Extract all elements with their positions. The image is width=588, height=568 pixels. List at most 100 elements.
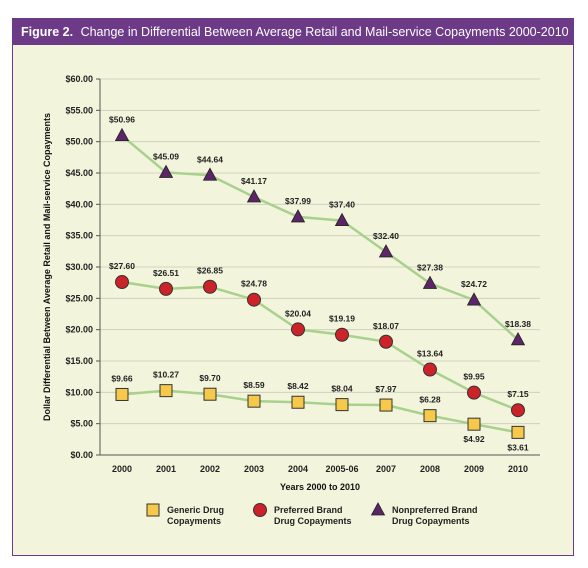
y-tick-label: $10.00 — [65, 387, 93, 397]
legend-label-preferred: Drug Copayments — [274, 516, 352, 526]
nonpreferred-point — [378, 244, 394, 258]
preferred-data-label: $26.85 — [197, 266, 223, 276]
figure-label: Figure 2. — [21, 25, 74, 39]
y-tick-label: $60.00 — [65, 74, 93, 84]
preferred-point — [115, 275, 129, 290]
nonpreferred-data-label: $41.17 — [241, 176, 267, 186]
generic-data-label: $3.61 — [507, 442, 529, 452]
generic-point — [291, 395, 305, 409]
generic-data-label: $4.92 — [463, 434, 485, 444]
figure-banner: Figure 2. Change in Differential Between… — [13, 19, 573, 45]
nonpreferred-data-label: $50.96 — [109, 115, 135, 125]
generic-point — [115, 387, 129, 401]
nonpreferred-data-label: $24.72 — [461, 279, 487, 289]
x-axis-title: Years 2000 to 2010 — [280, 482, 360, 492]
legend-marker-generic — [146, 503, 160, 517]
legend-label-nonpreferred: Nonpreferred Brand — [392, 505, 478, 515]
preferred-point — [511, 403, 525, 418]
generic-point — [335, 398, 349, 412]
nonpreferred-data-label: $32.40 — [373, 231, 399, 241]
generic-data-label: $8.04 — [331, 384, 353, 394]
preferred-point — [159, 281, 173, 296]
preferred-point — [423, 362, 437, 377]
nonpreferred-data-label: $27.38 — [417, 262, 443, 272]
generic-data-label: $8.42 — [287, 381, 309, 391]
legend-label-generic: Copayments — [167, 516, 221, 526]
nonpreferred-data-label: $45.09 — [153, 151, 179, 161]
y-tick-label: $50.00 — [65, 137, 93, 147]
y-tick-label: $20.00 — [65, 325, 93, 335]
x-tick-label: 2000 — [112, 464, 132, 474]
nonpreferred-point — [422, 275, 438, 289]
y-tick-label: $45.00 — [65, 168, 93, 178]
y-tick-label: $15.00 — [65, 356, 93, 366]
y-tick-label: $0.00 — [70, 450, 93, 460]
x-tick-label: 2002 — [200, 464, 220, 474]
preferred-data-label: $9.95 — [463, 372, 485, 382]
generic-point — [203, 387, 217, 401]
figure-title: Change in Differential Between Average R… — [80, 25, 569, 39]
preferred-data-label: $26.51 — [153, 268, 179, 278]
y-tick-label: $30.00 — [65, 262, 93, 272]
legend-marker-nonpreferred — [370, 502, 386, 516]
generic-point — [467, 417, 481, 431]
preferred-point — [467, 385, 481, 400]
nonpreferred-point — [246, 189, 262, 203]
y-axis-title: Dollar Differential Between Average Reta… — [42, 113, 52, 421]
x-tick-label: 2005-06 — [325, 464, 358, 474]
preferred-data-label: $24.78 — [241, 279, 267, 289]
series-line-preferred — [121, 280, 519, 412]
figure-panel: Figure 2. Change in Differential Between… — [12, 18, 574, 556]
preferred-point — [379, 334, 393, 349]
preferred-point — [203, 279, 217, 294]
y-tick-label: $55.00 — [65, 105, 93, 115]
y-tick-label: $5.00 — [70, 419, 93, 429]
generic-data-label: $10.27 — [153, 370, 179, 380]
x-tick-label: 2003 — [244, 464, 264, 474]
generic-point — [379, 398, 393, 412]
preferred-data-label: $27.60 — [109, 261, 135, 271]
legend-marker-preferred — [253, 503, 267, 517]
nonpreferred-point — [158, 164, 174, 178]
nonpreferred-point — [202, 167, 218, 181]
series-line-nonpreferred — [121, 134, 519, 341]
x-tick-label: 2010 — [508, 464, 528, 474]
generic-data-label: $9.70 — [199, 373, 221, 383]
nonpreferred-point — [114, 127, 130, 142]
generic-point — [159, 384, 173, 398]
preferred-point — [335, 327, 349, 342]
y-tick-label: $40.00 — [65, 199, 93, 209]
x-tick-label: 2008 — [420, 464, 440, 474]
nonpreferred-data-label: $44.64 — [197, 154, 223, 164]
generic-data-label: $7.97 — [375, 384, 397, 394]
nonpreferred-point — [334, 212, 350, 227]
preferred-point — [247, 292, 261, 307]
nonpreferred-point — [510, 331, 526, 346]
legend-label-generic: Generic Drug — [167, 505, 224, 515]
preferred-data-label: $7.15 — [507, 389, 529, 399]
generic-point — [247, 394, 261, 408]
generic-point — [423, 409, 437, 423]
y-tick-label: $25.00 — [65, 293, 93, 303]
preferred-point — [291, 322, 305, 337]
generic-point — [511, 425, 525, 439]
nonpreferred-data-label: $37.40 — [329, 200, 355, 210]
x-tick-label: 2009 — [464, 464, 484, 474]
preferred-data-label: $19.19 — [329, 314, 355, 324]
y-tick-label: $35.00 — [65, 231, 93, 241]
nonpreferred-data-label: $37.99 — [285, 196, 311, 206]
x-tick-label: 2001 — [156, 464, 176, 474]
legend-label-nonpreferred: Drug Copayments — [392, 516, 470, 526]
nonpreferred-data-label: $18.38 — [505, 319, 531, 329]
nonpreferred-point — [466, 292, 482, 306]
x-tick-label: 2004 — [288, 464, 308, 474]
preferred-data-label: $18.07 — [373, 321, 399, 331]
generic-data-label: $8.59 — [243, 380, 265, 390]
preferred-data-label: $20.04 — [285, 308, 311, 318]
legend-label-preferred: Preferred Brand — [274, 505, 343, 515]
generic-data-label: $9.66 — [111, 373, 133, 383]
preferred-data-label: $13.64 — [417, 349, 443, 359]
x-tick-label: 2007 — [376, 464, 396, 474]
generic-data-label: $6.28 — [419, 395, 441, 405]
